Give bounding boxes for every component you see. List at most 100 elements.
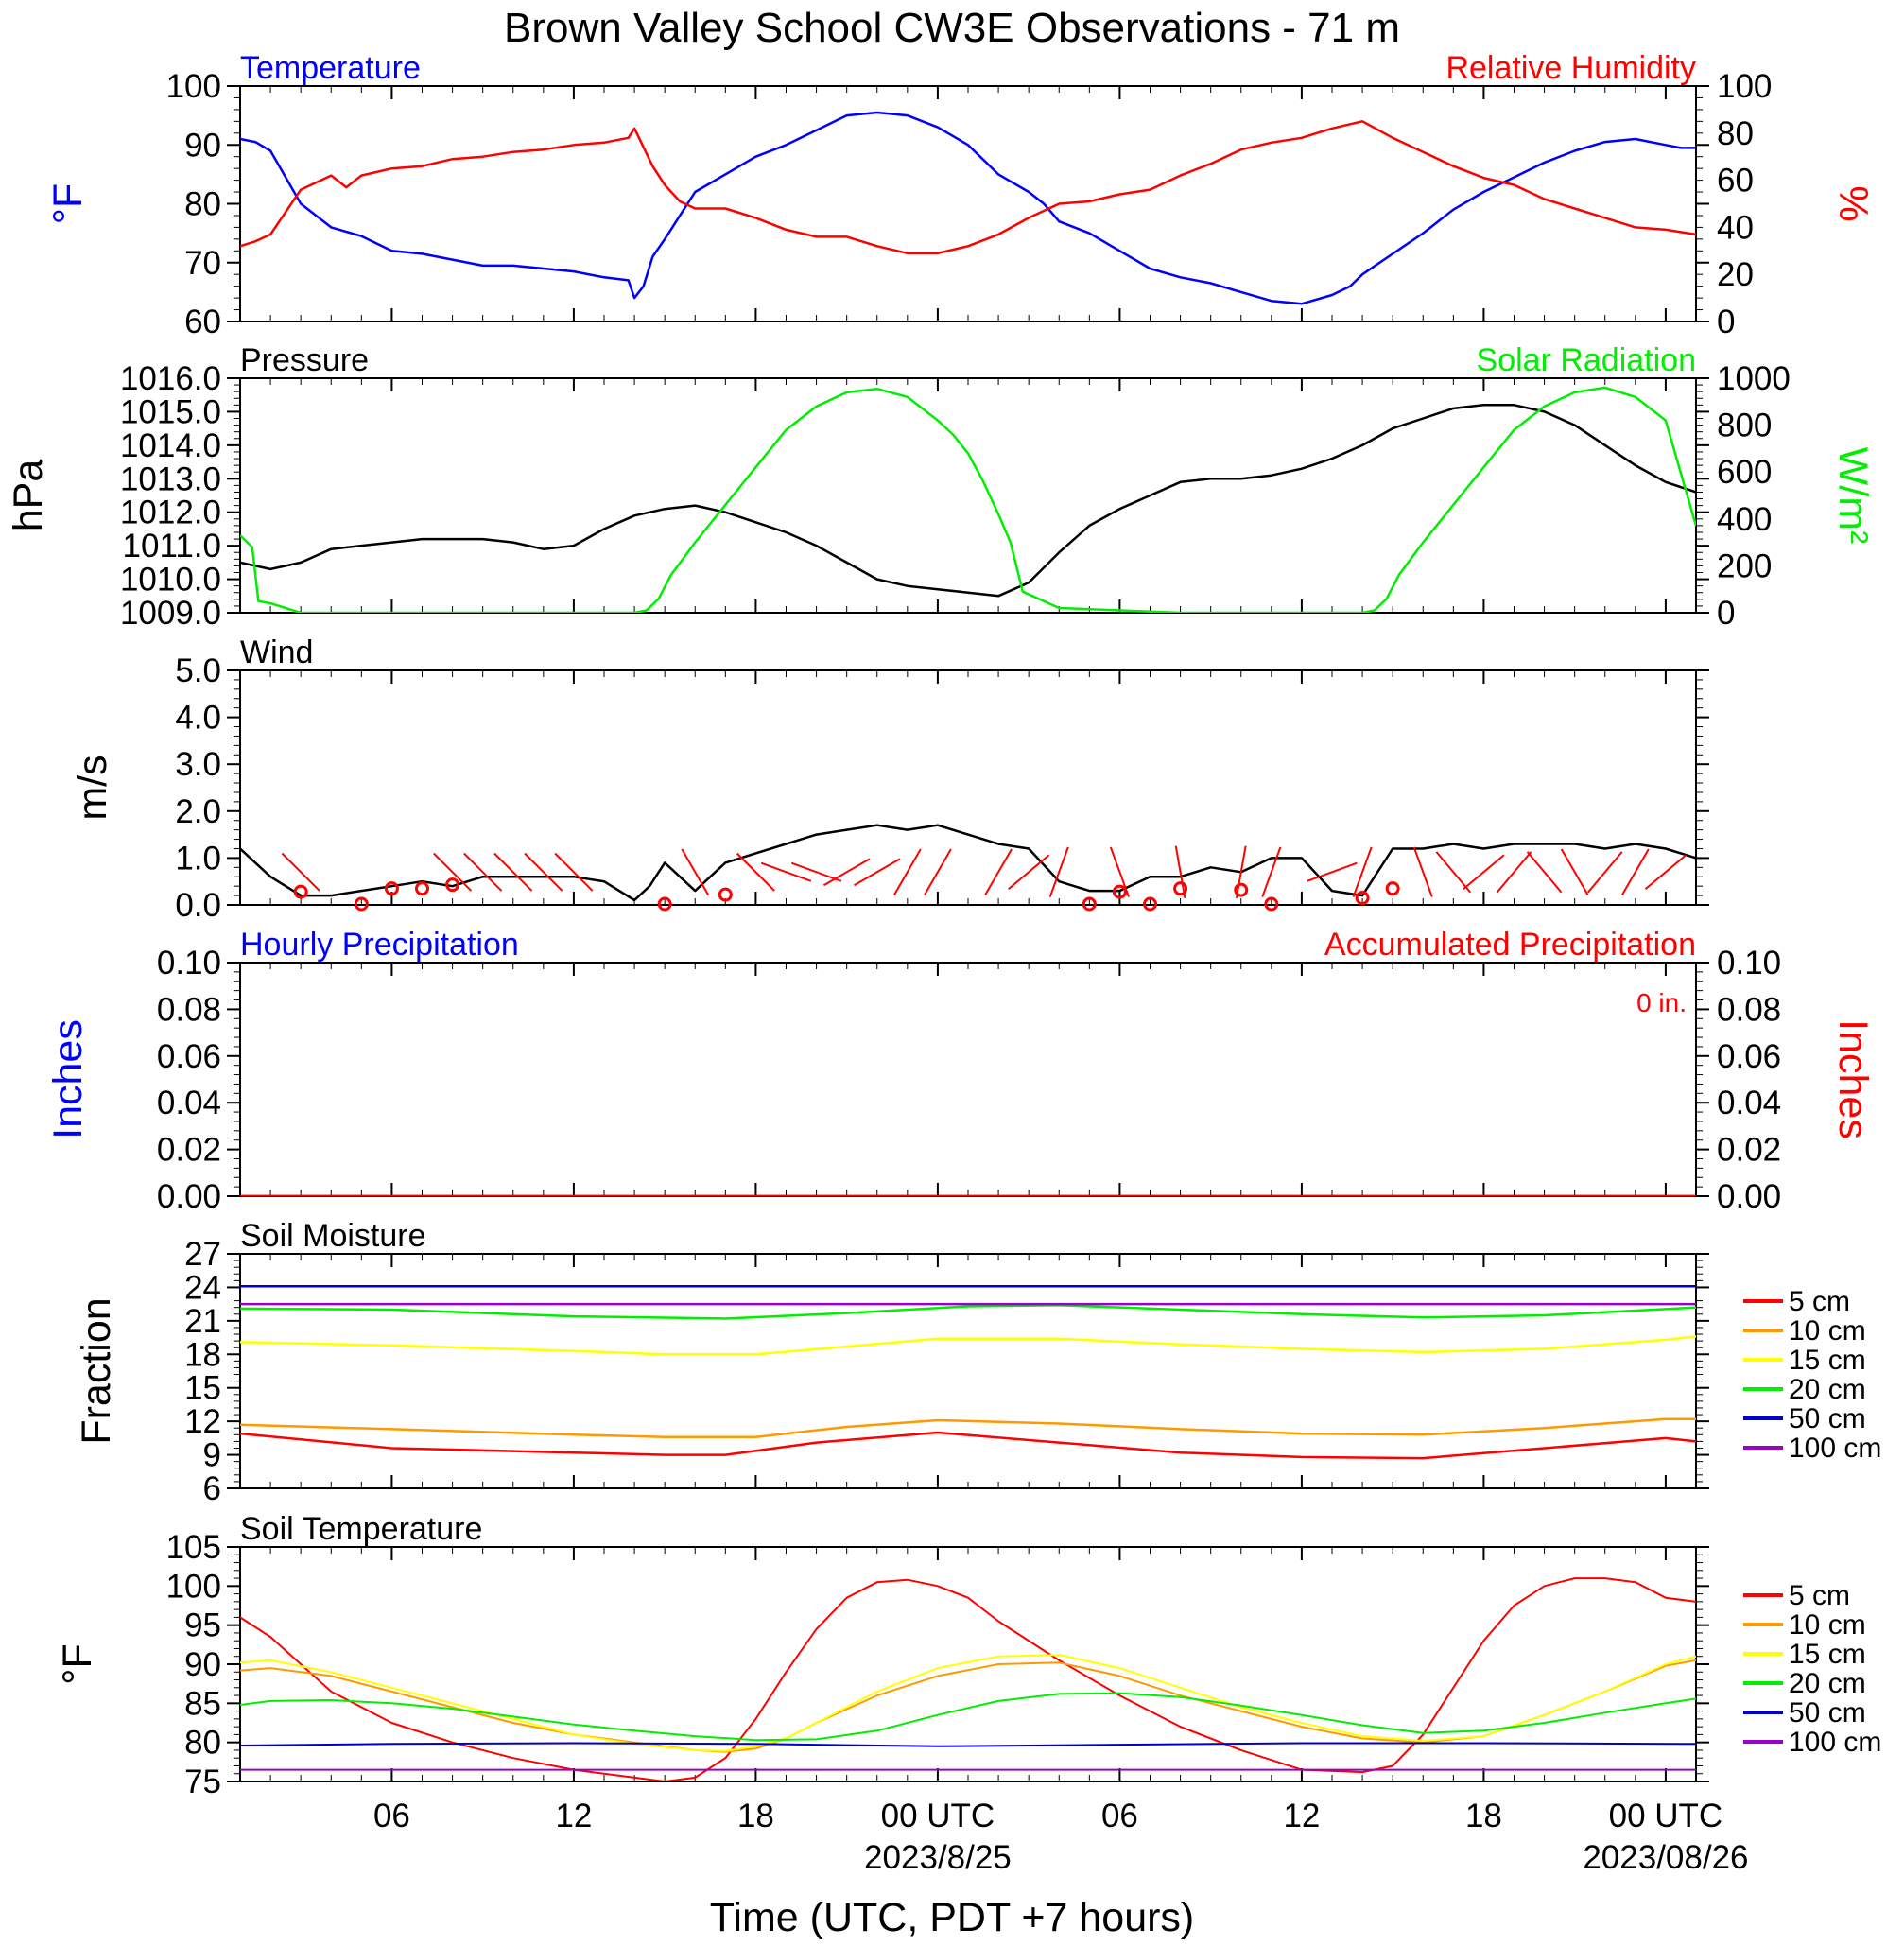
left-y-tick-label: 1010.0 <box>120 562 221 599</box>
legend-label-5-cm: 5 cm <box>1789 1286 1850 1317</box>
left-y-axis-label: m/s <box>70 755 115 820</box>
series-group <box>240 1284 1696 1460</box>
left-y-tick-label: 95 <box>184 1607 221 1644</box>
legend-label-15-cm: 15 cm <box>1789 1639 1866 1670</box>
left-y-axis-label: °F <box>55 1643 100 1684</box>
x-tick-label: 18 <box>1465 1798 1502 1834</box>
left-y-tick-label: 1012.0 <box>120 495 221 531</box>
wind-direction-barb <box>281 852 320 892</box>
wind-direction-barb <box>1435 851 1472 894</box>
series-line-15-cm <box>240 1654 1696 1752</box>
legend-label-100-cm: 100 cm <box>1789 1727 1881 1758</box>
left-y-tick-label: 75 <box>184 1764 221 1800</box>
calm-marker <box>354 896 369 912</box>
wind-direction-barb <box>1412 846 1433 897</box>
panel-precip: 0.10 0.08 0.06 0.04 0.02 0.00 0.10 0.08 0.06 0.04… <box>45 927 1876 1215</box>
panel-title-right: Relative Humidity <box>1445 50 1696 86</box>
right-y-tick-label: 800 <box>1717 408 1772 444</box>
left-y-tick-label: 80 <box>184 186 221 223</box>
left-y-tick-label: 12 <box>184 1403 221 1440</box>
left-y-tick-label: 100 <box>166 1568 221 1605</box>
right-y-tick-label: 0.02 <box>1717 1132 1781 1169</box>
left-y-tick-label: 24 <box>184 1269 221 1306</box>
right-y-tick-label: 0.10 <box>1717 945 1781 982</box>
right-y-tick-label: 0.00 <box>1717 1178 1781 1215</box>
calm-marker <box>293 884 308 899</box>
right-y-tick-label: 400 <box>1717 501 1772 538</box>
series-line-solar-radiation <box>240 386 1696 613</box>
legend-label-20-cm: 20 cm <box>1789 1374 1866 1405</box>
legend-label-5-cm: 5 cm <box>1789 1580 1850 1611</box>
right-y-tick-label: 40 <box>1717 209 1754 246</box>
x-axis-label: Time (UTC, PDT +7 hours) <box>710 1895 1195 1940</box>
left-y-tick-label: 5.0 <box>175 652 221 689</box>
x-tick-label: 12 <box>555 1798 592 1834</box>
right-y-tick-label: 0.04 <box>1717 1085 1781 1121</box>
left-y-axis-label: Inches <box>45 1019 91 1139</box>
panel-wind: 5.0 4.0 3.0 2.0 1.0 0.0 Wind m/s <box>70 634 1709 924</box>
wind-direction-barb <box>892 848 922 896</box>
left-y-axis-label: Fraction <box>74 1297 119 1444</box>
left-y-tick-label: 0.10 <box>157 945 221 982</box>
left-y-tick-label: 4.0 <box>175 700 221 737</box>
wind-direction-barb <box>1174 845 1186 899</box>
left-y-tick-label: 70 <box>184 245 221 282</box>
legend-label-20-cm: 20 cm <box>1789 1668 1866 1699</box>
series-group <box>240 1577 1696 1781</box>
calm-marker <box>415 881 429 896</box>
legend-label-10-cm: 10 cm <box>1789 1609 1866 1641</box>
accumulated-annotation: 0 in. <box>1636 988 1687 1017</box>
right-y-tick-label: 80 <box>1717 115 1754 152</box>
calm-marker <box>1112 884 1127 899</box>
wind-direction-barb <box>1586 851 1623 894</box>
x-tick-label: 00 UTC <box>881 1798 995 1834</box>
wind-direction-barb <box>854 858 901 887</box>
left-y-tick-label: 1009.0 <box>120 595 221 632</box>
calm-marker <box>1143 896 1157 912</box>
x-date-label: 2023/08/26 <box>1583 1839 1748 1876</box>
left-y-tick-label: 1.0 <box>175 840 221 877</box>
left-y-tick-label: 0.08 <box>157 991 221 1028</box>
wind-direction-barb <box>493 852 533 892</box>
right-y-axis-label: Inches <box>1830 1019 1876 1139</box>
right-y-axis-label: % <box>1830 185 1876 221</box>
wind-direction-barb <box>433 852 473 892</box>
left-y-tick-label: 90 <box>184 127 221 164</box>
calm-marker <box>1173 881 1188 896</box>
wind-direction-barb <box>1560 848 1589 896</box>
left-y-tick-label: 0.06 <box>157 1038 221 1075</box>
legend-label-100-cm: 100 cm <box>1789 1433 1881 1464</box>
series-line-pressure <box>240 404 1696 598</box>
series-line-temperature <box>240 111 1696 305</box>
x-tick-label: 06 <box>1101 1798 1138 1834</box>
left-y-tick-label: 80 <box>184 1725 221 1762</box>
right-y-tick-label: 200 <box>1717 547 1772 584</box>
left-y-tick-label: 3.0 <box>175 746 221 783</box>
wind-direction-barb <box>524 852 563 892</box>
calm-marker <box>445 877 460 893</box>
right-y-tick-label: 1000 <box>1717 360 1791 397</box>
figure-title: Brown Valley School CW3E Observations - … <box>504 5 1400 51</box>
panel-title-right: Solar Radiation <box>1477 342 1696 378</box>
left-y-tick-label: 21 <box>184 1303 221 1340</box>
left-y-tick-label: 85 <box>184 1685 221 1722</box>
left-y-tick-label: 0.00 <box>157 1178 221 1215</box>
left-y-tick-label: 0.02 <box>157 1132 221 1169</box>
series-line-relative-humidity <box>240 120 1696 255</box>
legend-label-10-cm: 10 cm <box>1789 1315 1866 1347</box>
left-y-tick-label: 100 <box>166 68 221 105</box>
calm-marker <box>657 896 672 912</box>
series-line-15-cm <box>240 1335 1696 1356</box>
series-line-20-cm <box>240 1304 1696 1320</box>
left-y-axis-label: hPa <box>6 460 51 532</box>
right-y-tick-label: 0.08 <box>1717 991 1781 1028</box>
wind-direction-barb <box>554 852 594 892</box>
panel-title-left: Soil Temperature <box>240 1511 482 1547</box>
series-group <box>240 386 1696 613</box>
left-y-tick-label: 1013.0 <box>120 460 221 497</box>
wind-direction-barb <box>1496 851 1532 894</box>
wind-direction-barb <box>760 861 812 882</box>
